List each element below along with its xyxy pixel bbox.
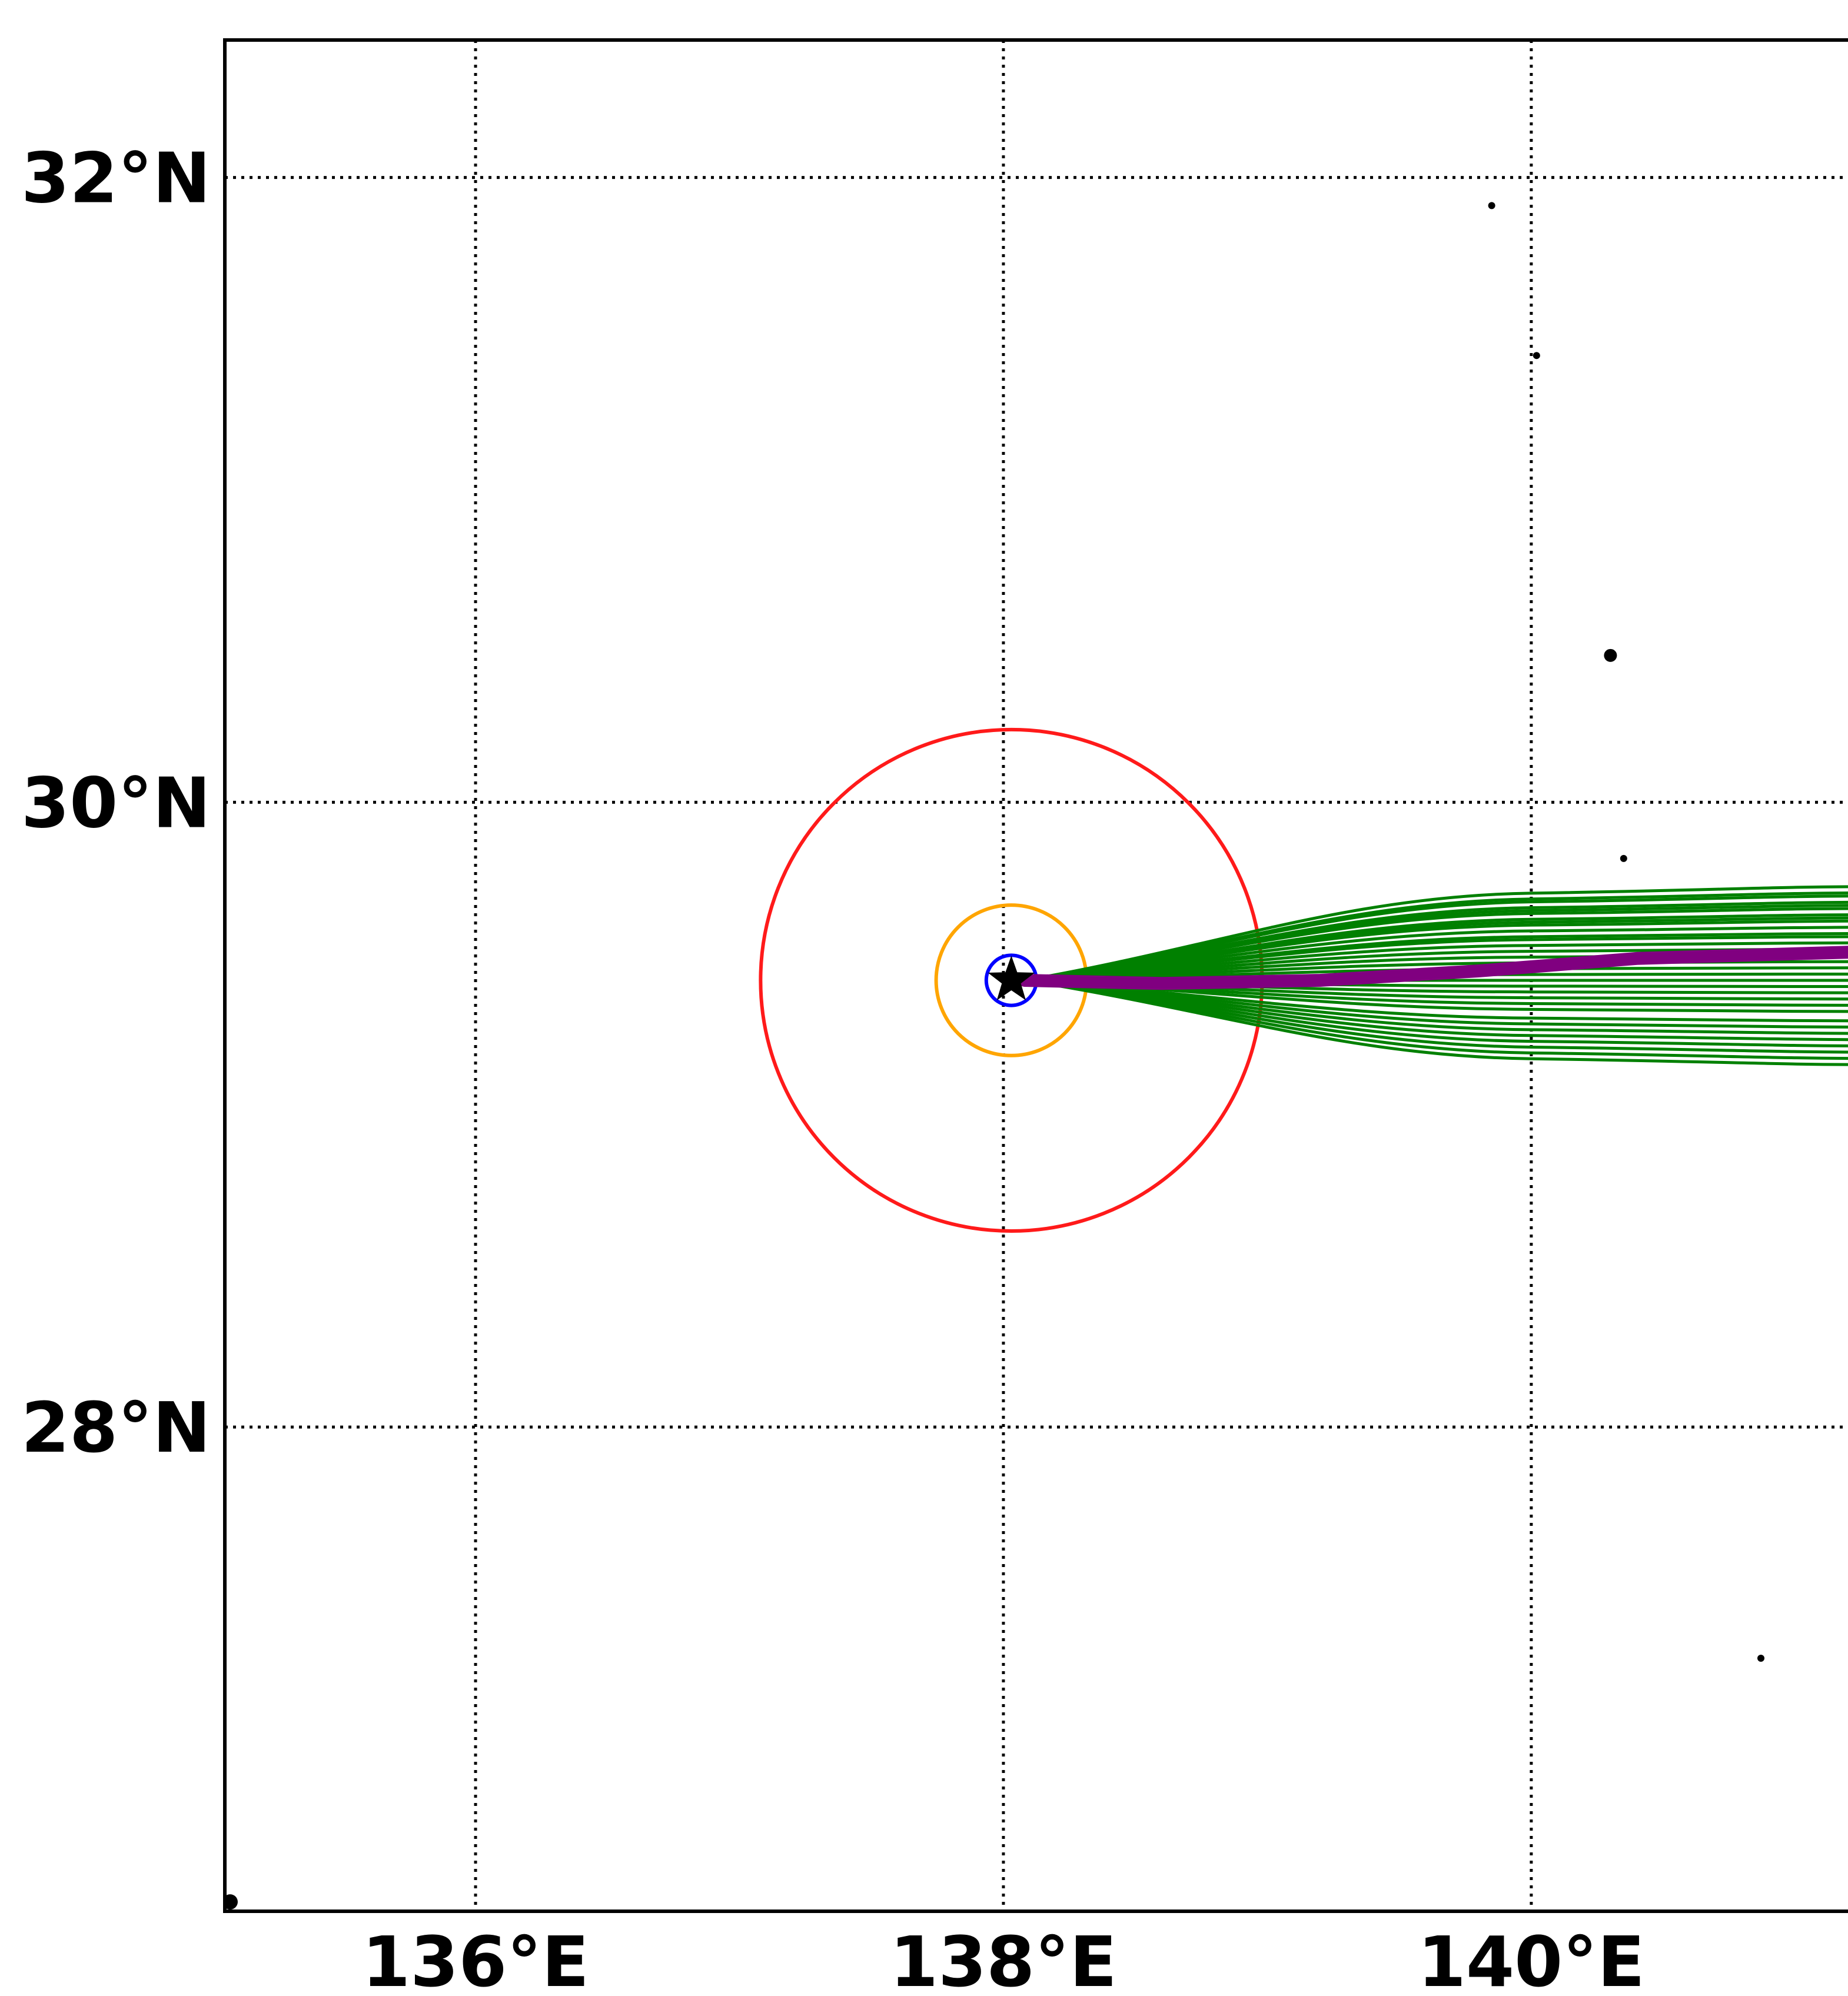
ensemble-track xyxy=(1024,979,1848,1066)
island-dot xyxy=(1620,854,1627,862)
ensemble-track xyxy=(1024,979,1848,1023)
ensemble-track xyxy=(1024,907,1848,982)
ensemble-track xyxy=(1024,979,1848,1013)
ensemble-track xyxy=(1024,979,1848,1054)
graticule xyxy=(225,40,1848,1911)
island-dot xyxy=(1604,648,1617,662)
island-dot xyxy=(225,1894,238,1910)
storm-center-star-icon xyxy=(988,956,1035,1000)
island-dot xyxy=(1488,202,1495,209)
lat-tick-label: 32°N xyxy=(21,138,211,219)
island-dot xyxy=(1757,1654,1765,1662)
ensemble-track xyxy=(1024,919,1848,982)
lat-tick-label: 30°N xyxy=(21,762,211,843)
lon-tick-label: 140°E xyxy=(1418,1921,1645,1996)
plot-area xyxy=(225,202,1848,1910)
ensemble-track xyxy=(1024,941,1848,982)
ensemble-track xyxy=(1024,979,1848,1035)
ensemble-track xyxy=(1024,894,1848,982)
axis-labels: 136°E 138°E 140°E 32°N 30°N 28°N xyxy=(21,138,1645,1996)
ensemble-track xyxy=(1024,979,1848,1047)
lon-tick-label: 138°E xyxy=(890,1921,1117,1996)
island-dot xyxy=(1533,352,1540,360)
ensemble-mean-track xyxy=(1018,946,1848,990)
ensemble-track xyxy=(1024,979,1848,1029)
ensemble-track xyxy=(1024,979,1848,1042)
lat-tick-label: 28°N xyxy=(21,1387,211,1468)
map-frame xyxy=(223,38,1848,1913)
ensemble-track xyxy=(1024,926,1848,982)
ensemble-track xyxy=(1024,885,1848,982)
ensemble-track xyxy=(1024,935,1848,982)
ensemble-track xyxy=(1024,979,1848,1060)
lon-tick-label: 136°E xyxy=(362,1921,589,1996)
